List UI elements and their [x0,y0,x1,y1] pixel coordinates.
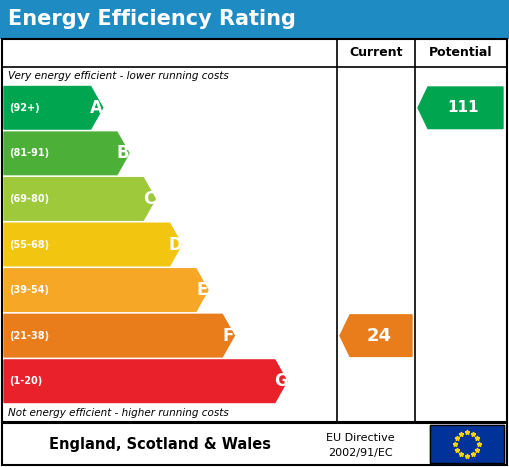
Text: EU Directive: EU Directive [326,433,394,443]
Polygon shape [4,177,155,220]
Text: B: B [117,144,129,163]
Text: D: D [169,235,183,254]
Polygon shape [4,360,287,403]
Text: (1-20): (1-20) [9,376,42,386]
Text: F: F [222,326,234,345]
Text: 2002/91/EC: 2002/91/EC [328,448,392,458]
Polygon shape [4,269,208,311]
Text: (55-68): (55-68) [9,240,49,249]
Polygon shape [418,87,503,128]
Text: (92+): (92+) [9,103,40,113]
Text: (21-38): (21-38) [9,331,49,340]
Text: 111: 111 [448,100,479,115]
Text: Potential: Potential [429,47,492,59]
Polygon shape [4,314,234,357]
Polygon shape [4,132,129,175]
Text: G: G [274,372,288,390]
Polygon shape [340,315,412,356]
Text: 24: 24 [366,326,391,345]
Polygon shape [4,86,103,129]
Bar [430,425,504,463]
Bar [0,0,509,38]
Text: E: E [196,281,208,299]
Bar [2,423,507,465]
Text: (39-54): (39-54) [9,285,49,295]
Text: Not energy efficient - higher running costs: Not energy efficient - higher running co… [8,408,229,418]
Polygon shape [4,223,182,266]
Text: Current: Current [349,47,403,59]
Text: England, Scotland & Wales: England, Scotland & Wales [49,438,271,453]
Text: (69-80): (69-80) [9,194,49,204]
Text: C: C [143,190,155,208]
Text: A: A [90,99,103,117]
Text: Energy Efficiency Rating: Energy Efficiency Rating [8,9,296,29]
Text: Very energy efficient - lower running costs: Very energy efficient - lower running co… [8,71,229,81]
Text: (81-91): (81-91) [9,149,49,158]
Bar [2,39,507,422]
Bar [430,425,504,463]
